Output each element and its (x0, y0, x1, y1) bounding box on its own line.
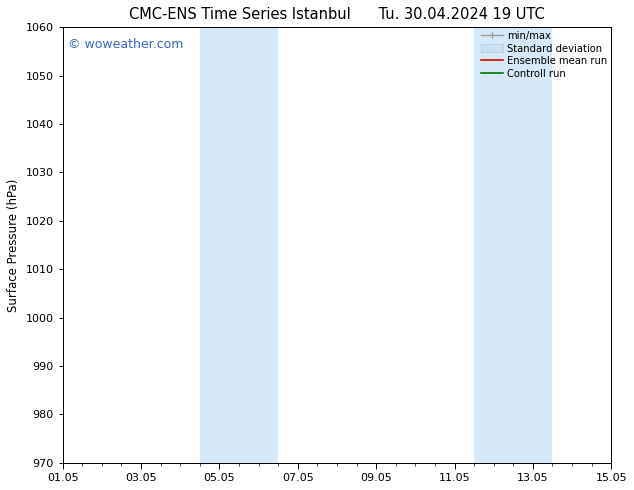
Y-axis label: Surface Pressure (hPa): Surface Pressure (hPa) (7, 178, 20, 312)
Bar (200, 27, 278, 463)
Bar (474, 27, 552, 463)
Title: CMC-ENS Time Series Istanbul      Tu. 30.04.2024 19 UTC: CMC-ENS Time Series Istanbul Tu. 30.04.2… (129, 7, 545, 22)
Text: © woweather.com: © woweather.com (68, 38, 183, 51)
Legend: min/max, Standard deviation, Ensemble mean run, Controll run: min/max, Standard deviation, Ensemble me… (479, 29, 609, 81)
